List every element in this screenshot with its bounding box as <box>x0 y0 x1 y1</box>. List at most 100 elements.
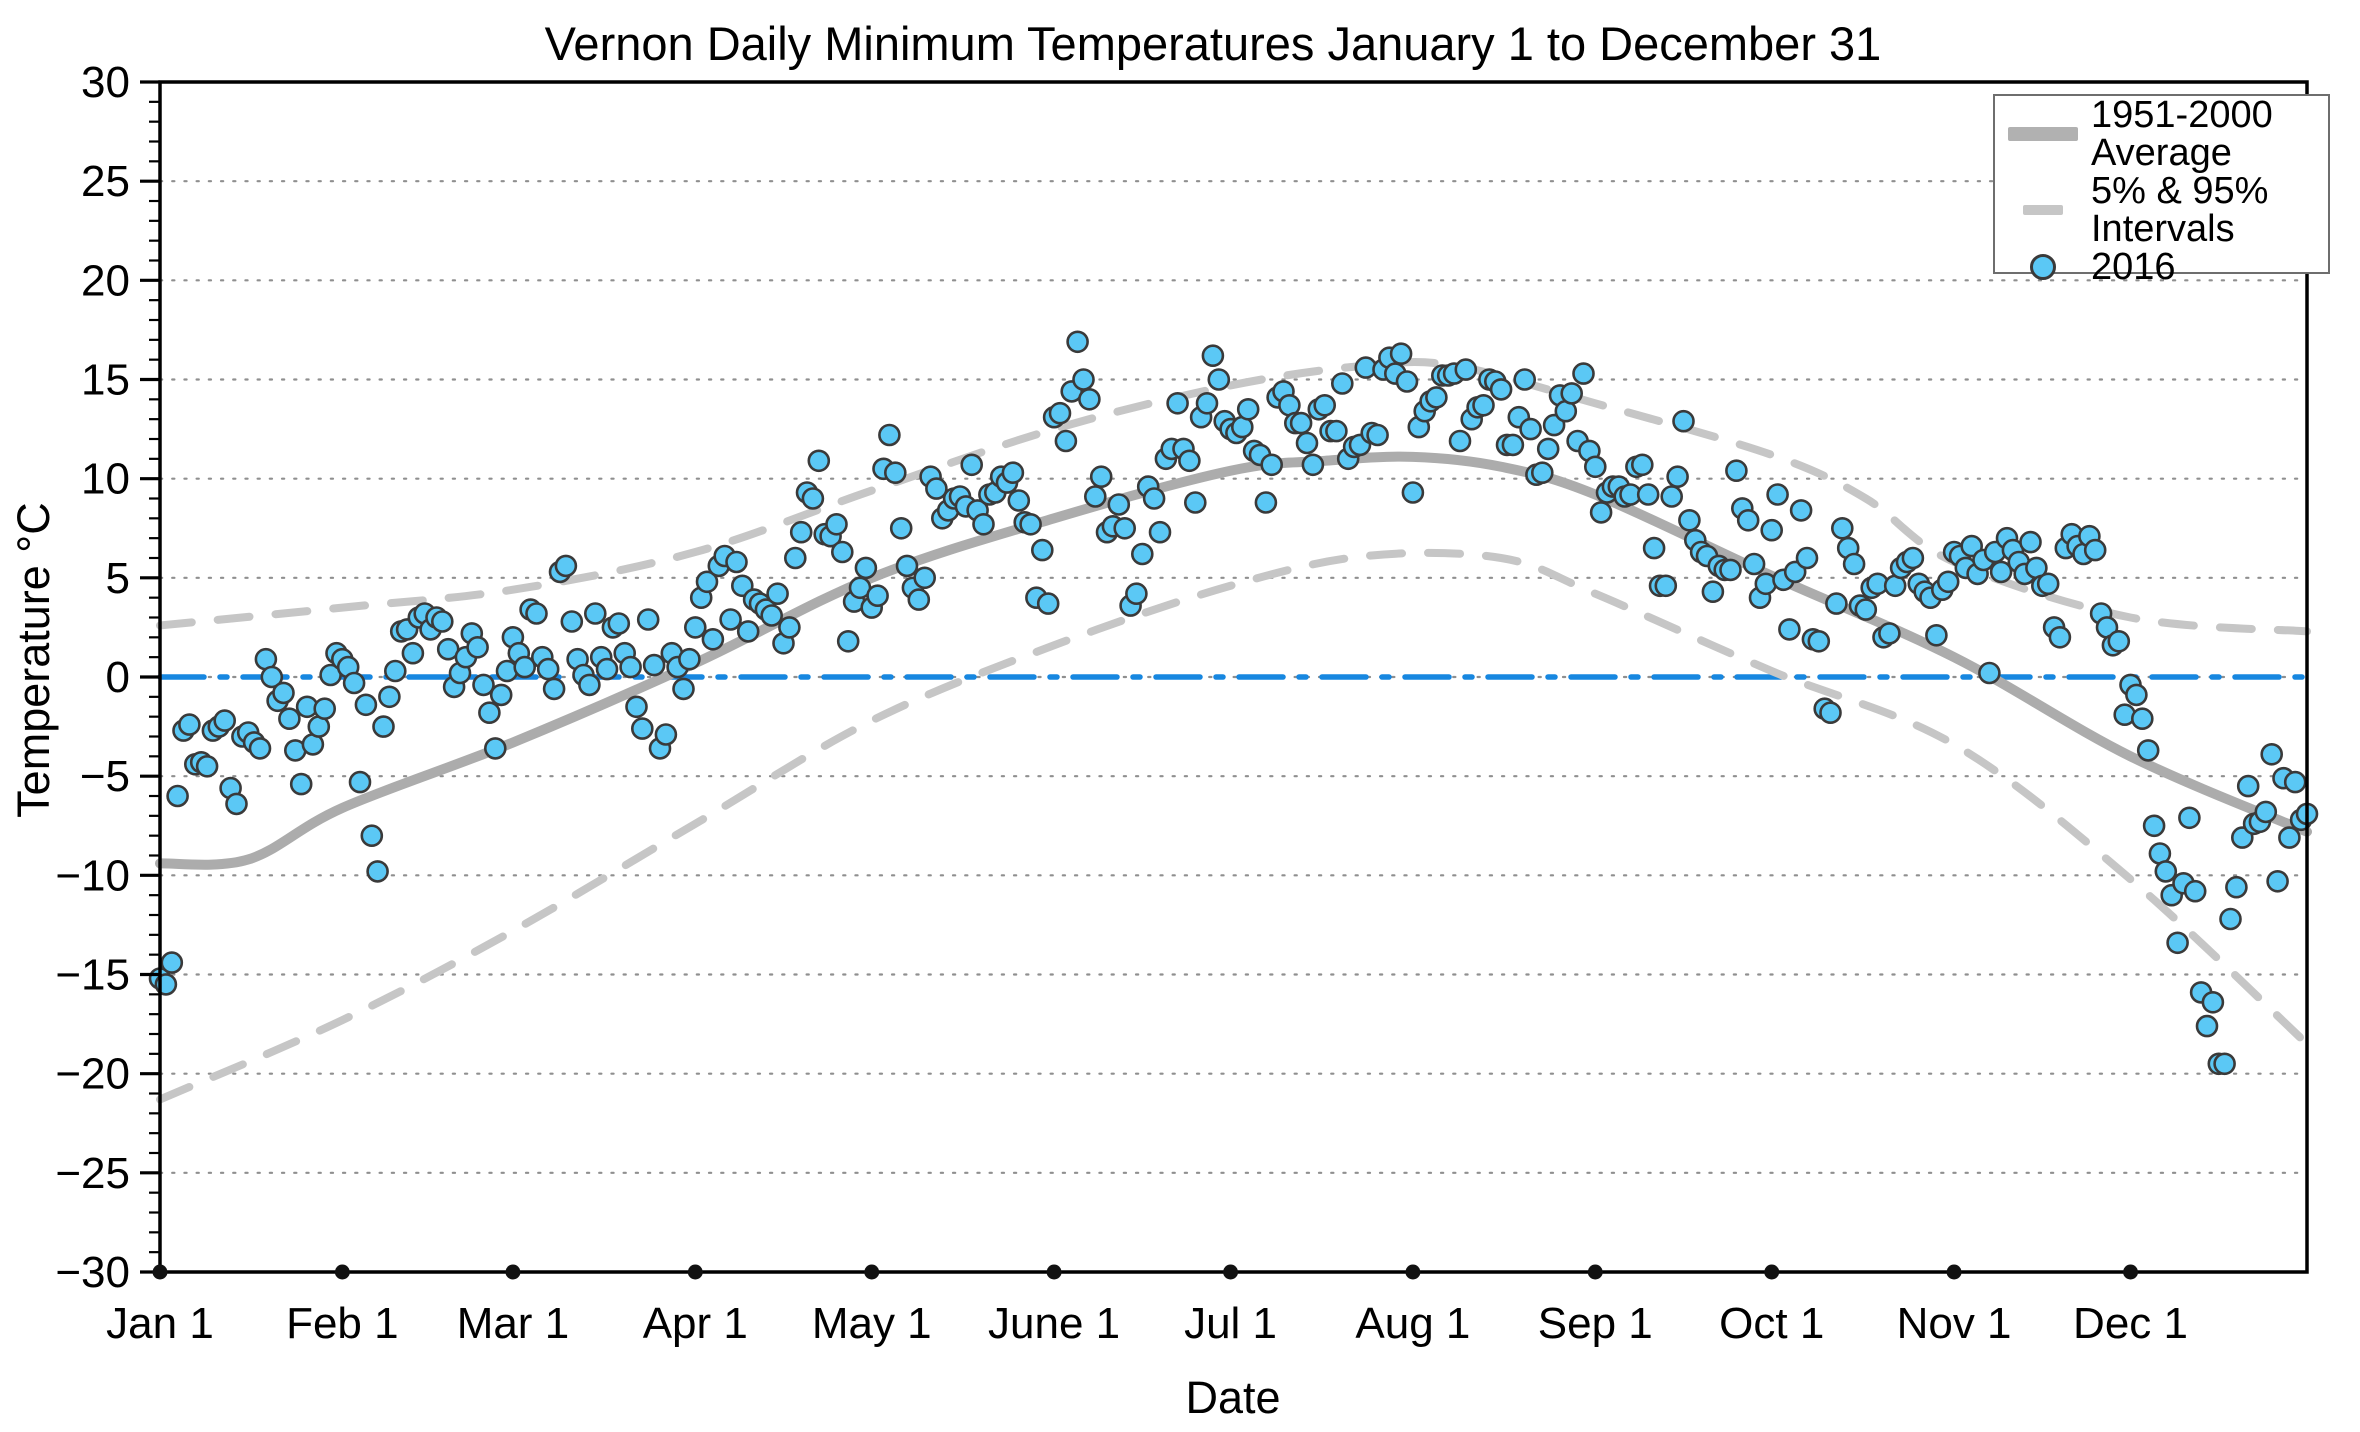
data-point <box>1631 453 1654 477</box>
data-point <box>1672 409 1695 433</box>
data-point <box>248 737 272 760</box>
data-point <box>525 602 548 625</box>
y-tick-label: −30 <box>55 1248 130 1297</box>
data-point <box>2201 990 2225 1014</box>
data-point <box>1425 386 1448 409</box>
data-point <box>1178 449 1201 473</box>
data-point <box>1795 546 1819 570</box>
data-point <box>383 659 407 683</box>
x-tick-label: June 1 <box>988 1299 1120 1348</box>
data-point <box>2131 707 2154 731</box>
data-point <box>1842 552 1866 576</box>
data-point <box>1072 368 1095 391</box>
data-point <box>1201 344 1225 368</box>
data-point <box>478 701 501 725</box>
data-point <box>1036 592 1060 615</box>
data-point <box>225 792 248 816</box>
legend-label-2016: 2016 <box>2091 246 2176 288</box>
data-point <box>2154 860 2178 883</box>
data-point <box>366 860 389 883</box>
data-point <box>2219 907 2242 931</box>
data-point <box>578 673 601 697</box>
data-point <box>1078 387 1101 411</box>
data-point <box>907 588 931 611</box>
x-tick-label: Nov 1 <box>1897 1299 2012 1348</box>
data-point <box>1107 493 1131 516</box>
data-point <box>372 715 395 738</box>
x-tick-label: Jul 1 <box>1184 1299 1277 1348</box>
data-point <box>1807 629 1831 653</box>
data-point <box>678 647 701 671</box>
data-point <box>2136 739 2160 762</box>
data-point <box>801 487 825 510</box>
data-point <box>925 477 948 500</box>
data-point <box>1113 516 1136 540</box>
data-point <box>778 616 801 639</box>
data-point <box>636 608 660 631</box>
data-point <box>1819 701 1842 725</box>
data-point <box>1366 423 1389 447</box>
data-point <box>1313 393 1336 417</box>
data-point <box>1789 499 1813 522</box>
data-point <box>1531 461 1554 485</box>
data-point <box>1589 501 1613 524</box>
data-point <box>695 570 719 594</box>
data-point <box>1184 491 1207 514</box>
data-point <box>1778 618 1801 641</box>
data-point <box>378 685 401 709</box>
x-tick-label: Oct 1 <box>1719 1299 1824 1348</box>
data-point <box>2225 875 2248 899</box>
data-point <box>278 707 301 731</box>
legend-item-intervals: 5% & 95% Intervals <box>1995 172 2328 248</box>
data-point <box>1295 431 1319 455</box>
data-point <box>1825 592 1848 615</box>
data-point <box>2278 826 2301 849</box>
data-point <box>1142 487 1166 510</box>
data-point <box>736 620 760 643</box>
data-point <box>2236 774 2260 798</box>
data-point <box>213 709 236 732</box>
data-point <box>354 693 378 717</box>
y-tick-label: −5 <box>80 752 130 801</box>
y-tick-label: −25 <box>55 1149 130 1198</box>
data-point <box>1289 411 1313 435</box>
x-tick-label: Apr 1 <box>643 1299 748 1348</box>
data-point <box>1395 370 1419 393</box>
data-point <box>725 550 748 574</box>
data-point <box>672 677 695 701</box>
data-point <box>1654 574 1678 598</box>
data-point <box>1989 560 2013 584</box>
data-point <box>1454 358 1478 381</box>
data-point <box>348 770 372 794</box>
data-point <box>1131 542 1154 566</box>
data-point <box>783 546 807 570</box>
data-point <box>1236 397 1260 421</box>
data-point <box>2036 572 2060 596</box>
data-point <box>489 683 513 707</box>
data-point <box>289 772 313 796</box>
legend-item-average: 1951-2000 Average <box>1995 96 2328 172</box>
y-tick-label: −15 <box>55 951 130 1000</box>
data-point <box>166 784 189 808</box>
data-point <box>401 641 425 665</box>
data-point <box>866 584 889 608</box>
data-point <box>1925 623 1948 647</box>
data-point <box>483 737 507 760</box>
data-point <box>1054 429 1078 453</box>
data-point <box>2166 931 2189 955</box>
data-point <box>1084 485 1107 508</box>
data-point <box>619 655 642 679</box>
x-tick-label: Jan 1 <box>106 1299 214 1348</box>
y-tick-label: 15 <box>81 356 130 405</box>
data-point <box>1636 483 1660 506</box>
data-point <box>536 657 560 681</box>
data-point <box>1125 582 1148 606</box>
data-point <box>654 723 678 746</box>
chart-title: Vernon Daily Minimum Temperatures Januar… <box>544 17 1882 70</box>
legend-label-average: 1951-2000 Average <box>2091 94 2273 174</box>
data-point <box>630 717 654 740</box>
data-point <box>1048 401 1072 425</box>
x-tick-label: May 1 <box>812 1299 932 1348</box>
data-point <box>1719 558 1742 582</box>
